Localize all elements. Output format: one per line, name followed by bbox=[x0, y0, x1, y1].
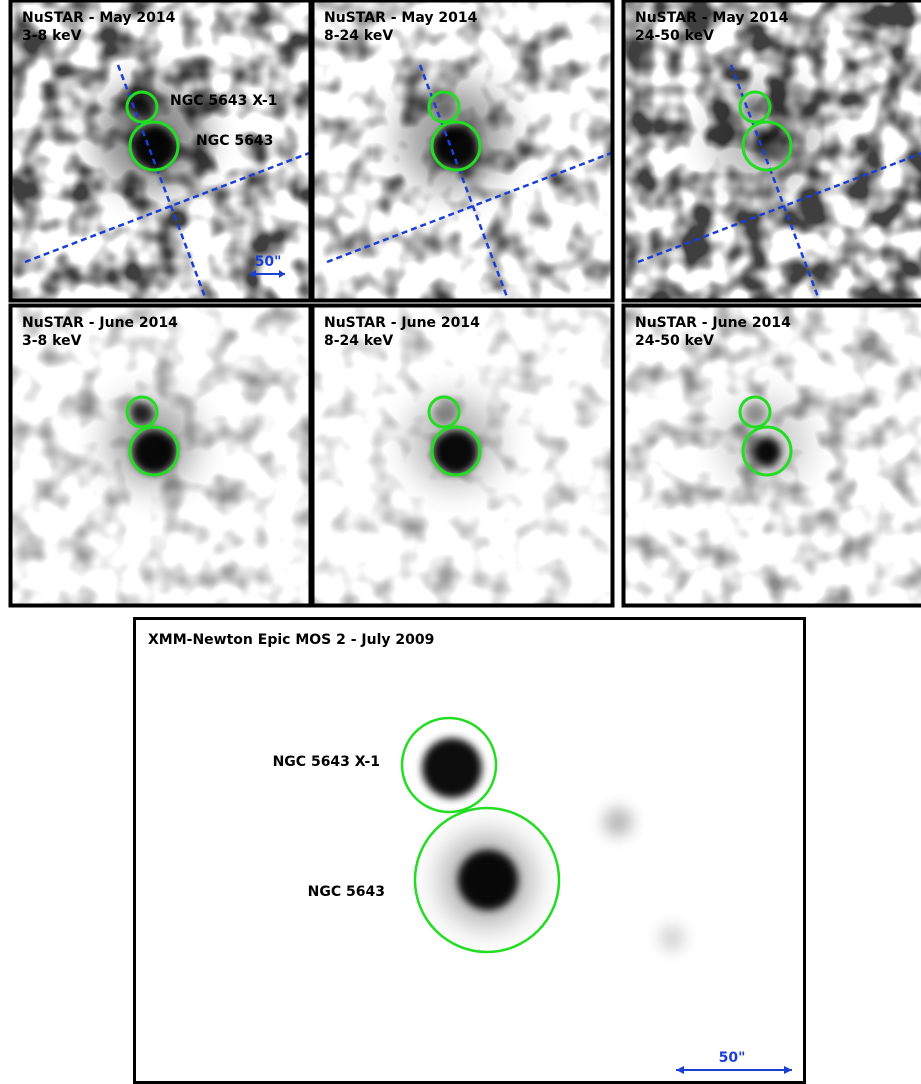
scale-label: 50" bbox=[719, 1050, 746, 1066]
nucleus-region bbox=[430, 120, 482, 172]
nucleus-source bbox=[458, 850, 518, 910]
axis-line bbox=[326, 151, 611, 264]
nucleus-source bbox=[753, 438, 781, 466]
axis-line bbox=[116, 64, 207, 298]
axis-line bbox=[637, 152, 921, 264]
nucleus-source bbox=[753, 133, 781, 161]
panel-band: 24-50 keV bbox=[635, 333, 714, 349]
nucleus-region bbox=[741, 120, 793, 172]
x1-label: NGC 5643 X-1 bbox=[170, 93, 277, 109]
panel-border bbox=[621, 0, 921, 303]
panel-band: 24-50 keV bbox=[635, 28, 714, 44]
nucleus-region bbox=[128, 120, 180, 172]
faint-source bbox=[660, 926, 684, 950]
nucleus-source bbox=[434, 125, 478, 169]
xmm-panel: XMM-Newton Epic MOS 2 - July 2009 NGC 564… bbox=[133, 617, 806, 1084]
nucleus-source bbox=[132, 125, 176, 169]
x1-region bbox=[400, 716, 498, 814]
nucleus-source bbox=[434, 430, 478, 474]
x1-source bbox=[422, 738, 482, 798]
panel: NuSTAR - June 2014 24-50 keV bbox=[625, 307, 921, 604]
panel: NuSTAR - May 2014 3-8 keV NGC 5643 X-1 NGC … bbox=[12, 2, 309, 299]
scale-label: 50" bbox=[255, 254, 282, 270]
panel-border bbox=[133, 617, 806, 1084]
panel: NuSTAR - May 2014 24-50 keV bbox=[625, 2, 921, 299]
panel-title: NuSTAR - June 2014 bbox=[635, 315, 791, 331]
panel-border bbox=[310, 0, 615, 303]
nucleus-region bbox=[741, 425, 793, 477]
panel-band: 3-8 keV bbox=[22, 333, 82, 349]
nucleus-label: NGC 5643 bbox=[308, 884, 385, 900]
panel-title: XMM-Newton Epic MOS 2 - July 2009 bbox=[148, 632, 434, 648]
panel-title: NuSTAR - May 2014 bbox=[324, 10, 478, 26]
x1-label: NGC 5643 X-1 bbox=[273, 754, 380, 770]
panel: NuSTAR - June 2014 3-8 keV bbox=[12, 307, 309, 604]
nucleus-region bbox=[430, 425, 482, 477]
axis-line bbox=[729, 64, 820, 298]
panel-border bbox=[310, 303, 615, 608]
x1-region bbox=[738, 90, 772, 124]
panel-title: NuSTAR - June 2014 bbox=[324, 315, 480, 331]
x1-source bbox=[131, 402, 153, 424]
panel-band: 3-8 keV bbox=[22, 28, 82, 44]
panel-band: 8-24 keV bbox=[324, 28, 393, 44]
panel-title: NuSTAR - May 2014 bbox=[635, 10, 789, 26]
x1-source bbox=[744, 402, 766, 424]
x1-source bbox=[433, 402, 455, 424]
panel: NuSTAR - May 2014 8-24 keV bbox=[314, 2, 611, 299]
panel-title: NuSTAR - June 2014 bbox=[22, 315, 178, 331]
axis-line bbox=[24, 151, 309, 264]
nucleus-region bbox=[413, 806, 561, 954]
faint-source bbox=[604, 808, 632, 836]
x1-region bbox=[125, 395, 159, 429]
nucleus-label: NGC 5643 bbox=[196, 133, 273, 149]
x1-region bbox=[738, 395, 772, 429]
nucleus-region bbox=[128, 425, 180, 477]
nucleus-source bbox=[132, 430, 176, 474]
panel: NuSTAR - June 2014 8-24 keV bbox=[314, 307, 611, 604]
axis-line bbox=[418, 64, 509, 298]
panel-band: 8-24 keV bbox=[324, 333, 393, 349]
x1-region bbox=[427, 395, 461, 429]
panel-border bbox=[621, 303, 921, 608]
panel-title: NuSTAR - May 2014 bbox=[22, 10, 176, 26]
x1-region bbox=[427, 90, 461, 124]
x1-region bbox=[125, 90, 159, 124]
